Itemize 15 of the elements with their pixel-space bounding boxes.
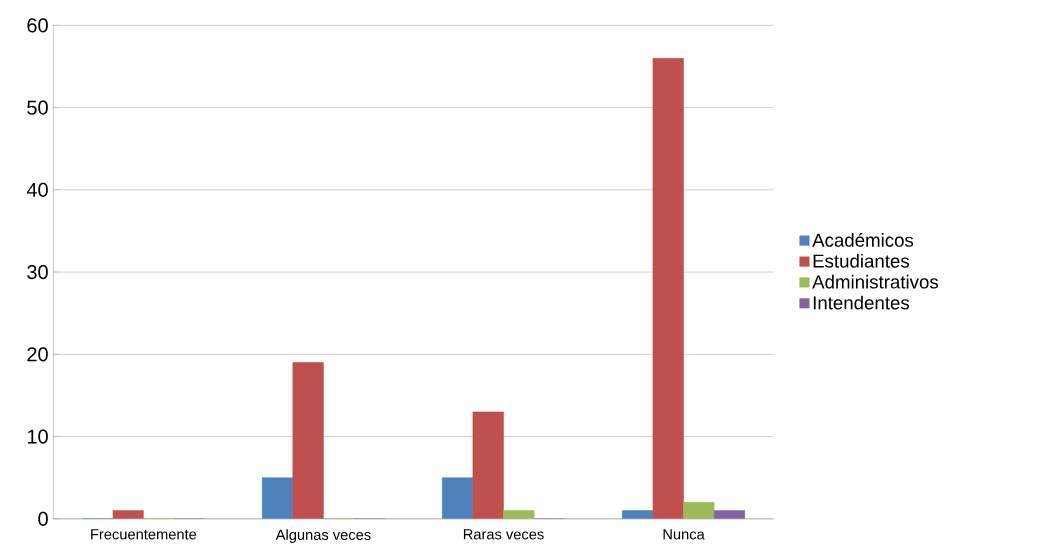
y-tick-label: 0 <box>38 511 48 526</box>
legend-label: Administrativos <box>812 274 939 289</box>
x-tick-label: Algunas veces <box>275 529 371 543</box>
legend-label: Académicos <box>812 232 914 247</box>
y-tick-label: 20 <box>27 347 48 362</box>
y-tick-label: 60 <box>27 18 48 33</box>
legend-label: Estudiantes <box>813 253 910 268</box>
x-tick-label: Raras veces <box>463 529 544 540</box>
y-tick-label: 30 <box>27 264 48 280</box>
y-tick-label: 10 <box>27 429 48 444</box>
x-tick-label: Nunca <box>663 529 705 540</box>
legend-label: Intendentes <box>813 295 910 310</box>
x-tick-label: Frecuentemente <box>91 529 197 540</box>
y-tick-label: 40 <box>26 182 48 197</box>
y-tick-label: 50 <box>27 100 48 115</box>
